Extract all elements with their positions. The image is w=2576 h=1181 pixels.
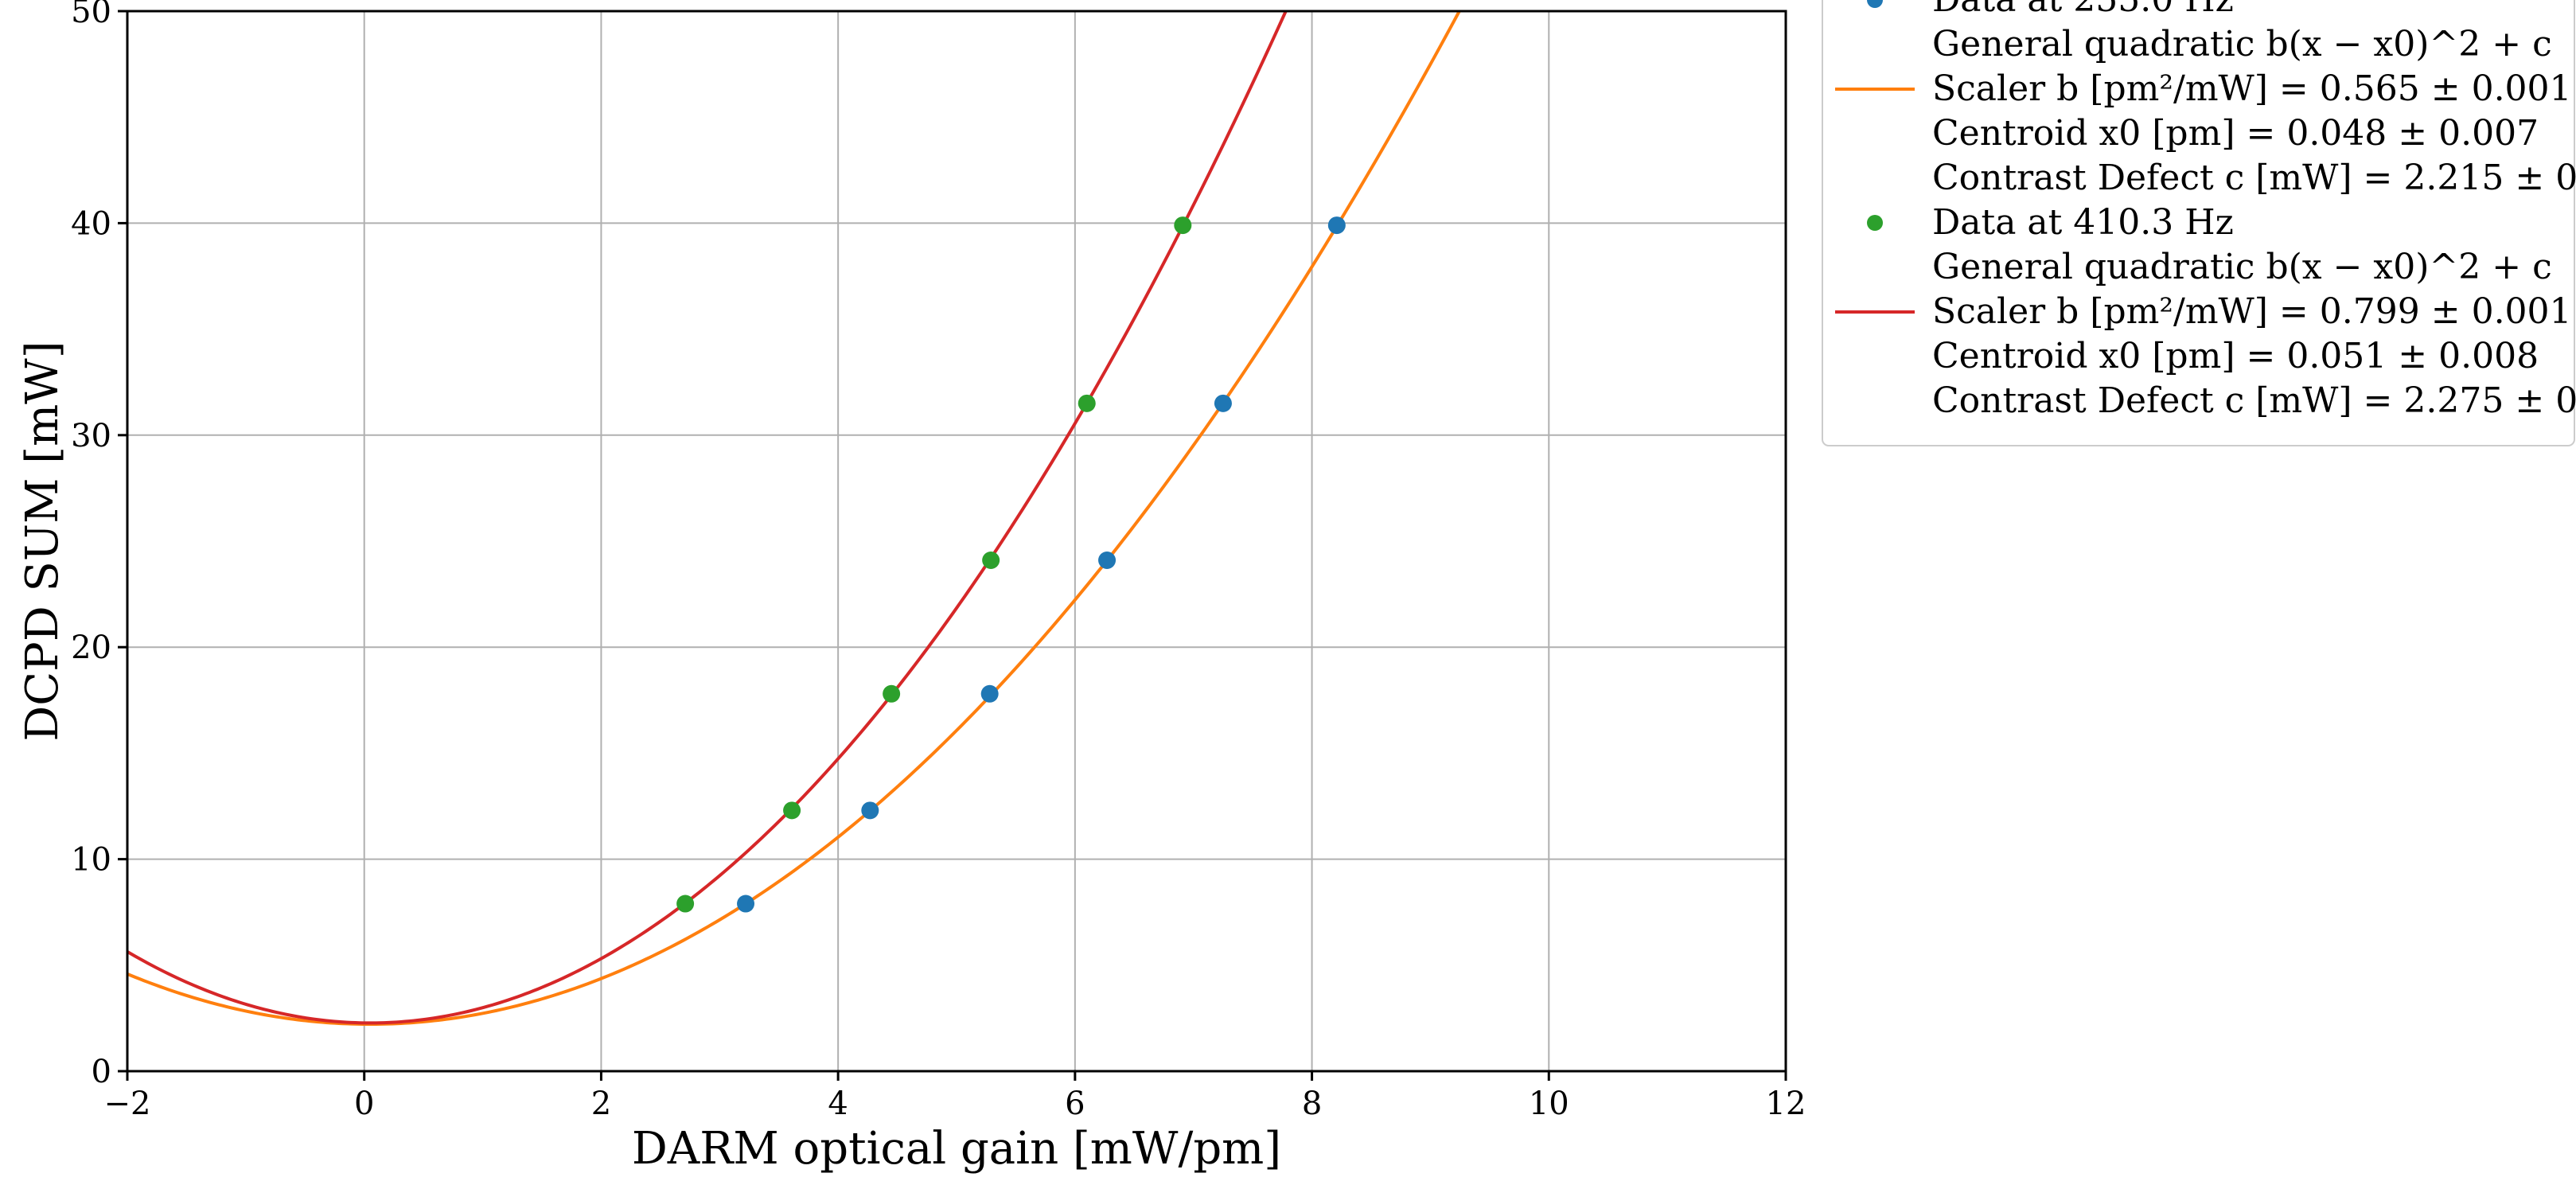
data-point: [676, 895, 695, 913]
legend-param: Scaler b [pm²/mW] = 0.799 ± 0.001: [1932, 291, 2572, 332]
legend-param: Contrast Defect c [mW] = 2.275 ± 0.028: [1932, 380, 2576, 421]
x-tick-label: 12: [1766, 1086, 1806, 1122]
y-tick-label: 30: [71, 418, 111, 454]
legend-marker-point: [1867, 215, 1883, 231]
legend-param: Centroid x0 [pm] = 0.048 ± 0.007: [1932, 113, 2539, 154]
fit-curve-1: [127, 11, 1462, 1026]
legend-param: Scaler b [pm²/mW] = 0.565 ± 0.001: [1932, 68, 2572, 109]
x-tick-label: 8: [1302, 1086, 1322, 1122]
data-points: [676, 216, 1346, 913]
legend-label: General quadratic b(x − x0)^2 + c: [1932, 24, 2552, 64]
legend-marker-point: [1867, 0, 1883, 8]
fit-curve-3: [127, 11, 1288, 1025]
legend: Data at 255.0 Hz General quadratic b(x − …: [1822, 0, 2576, 446]
y-tick-label: 40: [71, 205, 111, 242]
legend-label: Data at 255.0 Hz: [1932, 0, 2234, 20]
y-tick-label: 0: [92, 1054, 111, 1090]
y-tick-label: 50: [71, 0, 111, 30]
grid: [127, 11, 1786, 1071]
data-point: [1214, 394, 1232, 412]
x-axis-label: DARM optical gain [mW/pm]: [632, 1123, 1281, 1175]
x-tick-label: 4: [828, 1086, 848, 1122]
data-point: [1078, 394, 1096, 412]
data-point: [980, 684, 999, 703]
data-point: [1327, 216, 1346, 235]
x-tick-label: 10: [1529, 1086, 1569, 1122]
data-point: [982, 551, 1000, 569]
legend-frame: [1822, 0, 2575, 446]
x-tick-label: −2: [104, 1086, 151, 1122]
x-tick-label: 2: [591, 1086, 611, 1122]
data-point: [861, 801, 879, 820]
x-tick-label: 0: [354, 1086, 374, 1122]
data-point: [783, 801, 801, 820]
x-tick-label: 6: [1065, 1086, 1085, 1122]
y-tick-label: 20: [71, 629, 111, 666]
data-point: [737, 895, 755, 913]
legend-param: Centroid x0 [pm] = 0.051 ± 0.008: [1932, 336, 2539, 376]
data-point: [1174, 216, 1192, 235]
fit-curves: [127, 11, 1462, 1026]
legend-param: Contrast Defect c [mW] = 2.215 ± 0.021: [1932, 158, 2576, 198]
legend-label: Data at 410.3 Hz: [1932, 202, 2234, 243]
y-axis-label: DCPD SUM [mW]: [17, 341, 68, 741]
data-point: [883, 684, 901, 703]
plot-frame: [126, 10, 1787, 1073]
y-tick-label: 10: [71, 842, 111, 879]
legend-label: General quadratic b(x − x0)^2 + c: [1932, 247, 2552, 287]
data-point: [1098, 551, 1117, 569]
